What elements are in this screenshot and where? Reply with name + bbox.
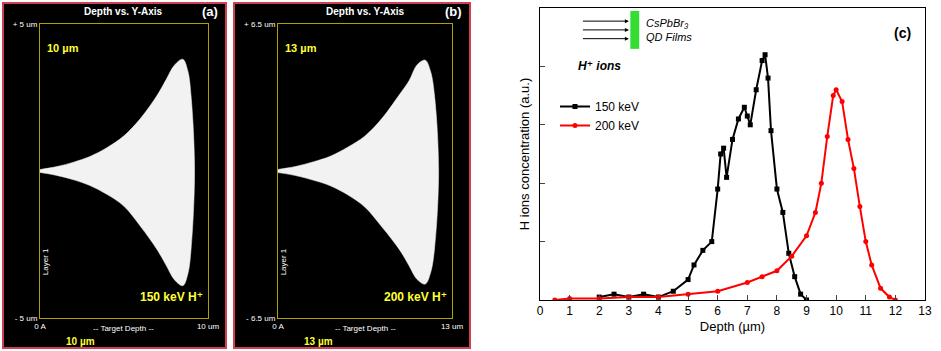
svg-text:5: 5 xyxy=(685,304,692,318)
svg-text:(c): (c) xyxy=(894,25,911,41)
svg-text:150 keV: 150 keV xyxy=(595,100,639,114)
svg-text:0 A: 0 A xyxy=(272,322,284,331)
svg-text:3: 3 xyxy=(626,304,633,318)
svg-text:1: 1 xyxy=(566,304,573,318)
svg-text:6: 6 xyxy=(714,304,721,318)
svg-text:7: 7 xyxy=(744,304,751,318)
svg-text:13 um: 13 um xyxy=(441,322,464,331)
svg-text:+ 5 um: + 5 um xyxy=(13,20,38,29)
svg-text:H ions concentration (a.u.): H ions concentration (a.u.) xyxy=(517,78,532,230)
svg-text:10 µm: 10 µm xyxy=(47,42,79,54)
svg-text:10: 10 xyxy=(829,304,843,318)
svg-text:- 6.5 um: - 6.5 um xyxy=(246,314,276,323)
svg-text:8: 8 xyxy=(774,304,781,318)
svg-text:10 µm: 10 µm xyxy=(66,336,95,347)
svg-text:(a): (a) xyxy=(202,4,218,19)
svg-text:13 µm: 13 µm xyxy=(304,336,333,347)
svg-text:4: 4 xyxy=(655,304,662,318)
svg-text:- 5 um: - 5 um xyxy=(15,314,38,323)
svg-text:13: 13 xyxy=(918,304,932,318)
svg-text:11: 11 xyxy=(860,304,873,318)
svg-text:200 keV: 200 keV xyxy=(595,119,639,133)
svg-text:10 um: 10 um xyxy=(197,322,220,331)
svg-text:Depth vs. Y-Axis: Depth vs. Y-Axis xyxy=(84,6,163,17)
svg-text:9: 9 xyxy=(803,304,810,318)
svg-text:2: 2 xyxy=(596,304,603,318)
svg-text:Depth vs. Y-Axis: Depth vs. Y-Axis xyxy=(326,6,405,17)
svg-text:200 keV H⁺: 200 keV H⁺ xyxy=(384,290,447,304)
svg-text:12: 12 xyxy=(889,304,903,318)
svg-text:Depth (µm): Depth (µm) xyxy=(700,319,765,334)
svg-text:CsPbBr₃QD Films: CsPbBr₃QD Films xyxy=(646,17,692,43)
svg-text:0 A: 0 A xyxy=(34,322,46,331)
svg-text:(b): (b) xyxy=(445,4,462,19)
svg-text:13 µm: 13 µm xyxy=(285,42,317,54)
svg-text:-- Target Depth --: -- Target Depth -- xyxy=(93,324,154,333)
svg-text:150 keV H⁺: 150 keV H⁺ xyxy=(140,290,203,304)
svg-text:Layer 1: Layer 1 xyxy=(41,248,50,275)
svg-text:+ 6.5 um: + 6.5 um xyxy=(244,20,276,29)
svg-text:-- Target Depth --: -- Target Depth -- xyxy=(335,324,396,333)
svg-text:0: 0 xyxy=(537,304,544,318)
svg-text:H⁺ ions: H⁺ ions xyxy=(578,59,621,73)
svg-text:Layer 1: Layer 1 xyxy=(279,248,288,275)
